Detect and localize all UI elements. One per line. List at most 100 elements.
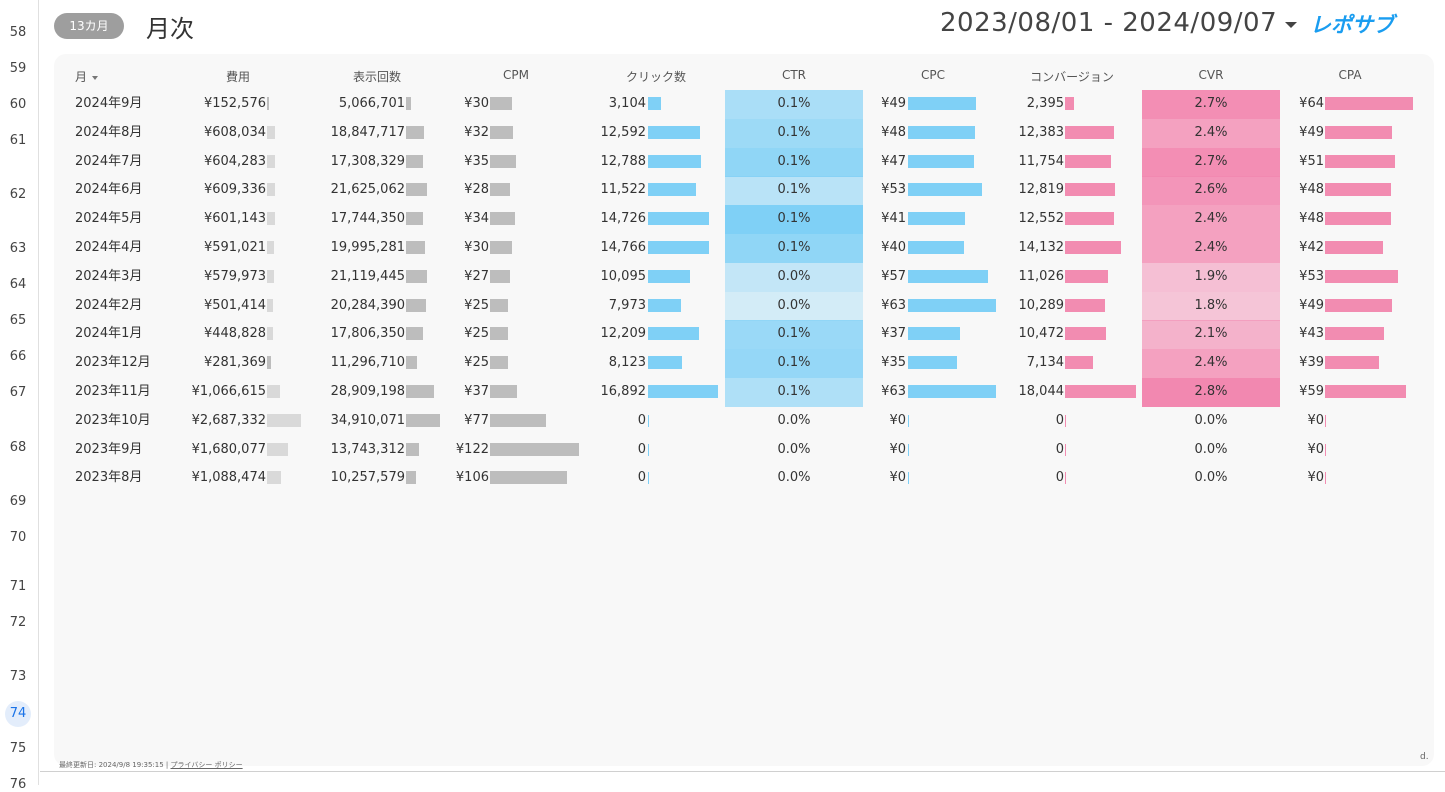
table-row[interactable]: 2023年9月 ¥1,680,077 13,743,312 ¥122 0 0.0% ¥0 0 0…: [54, 436, 1434, 464]
table-row[interactable]: 2024年7月 ¥604,283 17,308,329 ¥35 12,788 0.1% ¥4…: [54, 147, 1434, 177]
table-row[interactable]: 2024年2月 ¥501,414 20,284,390 ¥25 7,973 0.0% ¥63…: [54, 291, 1434, 321]
cpa-bar: [1325, 269, 1398, 283]
impressions-cell: 21,119,445: [330, 268, 405, 284]
impressions-bar: [406, 471, 416, 485]
ctr-cell: 0.1%: [725, 118, 863, 148]
sheet-row-number[interactable]: 59: [9, 61, 27, 76]
month-cell: 2023年9月: [75, 441, 143, 457]
sheet-row-number[interactable]: 61: [9, 133, 27, 148]
footer-separator: |: [165, 761, 169, 769]
cpa-bar: [1325, 183, 1391, 197]
cost-cell: ¥501,414: [203, 297, 266, 313]
conversions-cell: 10,472: [1018, 326, 1065, 342]
cpm-cell: ¥32: [464, 124, 489, 140]
cpm-bar: [490, 356, 509, 370]
column-header-cost[interactable]: 費用: [225, 70, 250, 84]
cvr-cell: 0.0%: [1194, 441, 1228, 457]
ctr-cell: 0.1%: [725, 234, 863, 263]
sheet-row-number[interactable]: 68: [9, 440, 27, 455]
cost-bar: [267, 125, 275, 139]
sheet-row-number[interactable]: 58: [9, 25, 27, 40]
sheet-row-number[interactable]: 74: [5, 701, 31, 727]
column-header-cpm[interactable]: CPM: [503, 68, 529, 82]
sheet-row-number[interactable]: 60: [9, 97, 27, 112]
cpa-bar: [1325, 125, 1393, 139]
cpm-cell: ¥34: [464, 211, 489, 227]
table-row[interactable]: 2024年9月 ¥152,576 5,066,701 ¥30 3,104 0.1% ¥49 2…: [54, 90, 1434, 119]
impressions-cell: 17,308,329: [330, 153, 405, 169]
cpc-bar: [908, 212, 966, 226]
cpa-bar: [1325, 241, 1383, 254]
sheet-row-number[interactable]: 67: [9, 385, 27, 400]
sheet-row-number[interactable]: 72: [9, 615, 27, 630]
table-row[interactable]: 2023年11月 ¥1,066,615 28,909,198 ¥37 16,892 0.1…: [54, 378, 1434, 407]
cost-bar: [267, 471, 281, 485]
table-row[interactable]: 2024年8月 ¥608,034 18,847,717 ¥32 12,592 0.1% ¥4…: [54, 118, 1434, 148]
cpc-bar: [908, 241, 964, 254]
column-header-conversions[interactable]: コンバージョン: [1030, 70, 1114, 84]
month-cell: 2024年3月: [75, 268, 143, 284]
column-header-impressions[interactable]: 表示回数: [352, 70, 401, 84]
sheet-row-number[interactable]: 62: [9, 187, 27, 202]
impressions-bar: [406, 298, 426, 312]
clicks-cell: 12,592: [600, 124, 647, 140]
conversions-cell: 11,026: [1018, 268, 1065, 284]
impressions-cell: 11,296,710: [330, 355, 405, 371]
table-row[interactable]: 2023年8月 ¥1,088,474 10,257,579 ¥106 0 0.0% ¥0 0 0…: [54, 464, 1434, 492]
impressions-bar: [406, 125, 425, 139]
cost-cell: ¥1,066,615: [191, 384, 266, 399]
column-header-month[interactable]: 月: [75, 68, 99, 85]
table-row[interactable]: 2023年12月 ¥281,369 11,296,710 ¥25 8,123 0.1% ¥3…: [54, 349, 1434, 379]
ctr-cell: 0.1%: [725, 176, 863, 206]
conversions-bar: [1065, 298, 1106, 312]
column-header-ctr[interactable]: CTR: [781, 68, 807, 82]
conversions-bar-zero: [1065, 443, 1066, 456]
cpm-cell: ¥27: [464, 268, 489, 284]
cvr-cell: 0.0%: [1194, 470, 1228, 486]
sheet-row-number[interactable]: 66: [9, 349, 27, 364]
column-header-cvr[interactable]: CVR: [1198, 68, 1224, 82]
table-row[interactable]: 2024年3月 ¥579,973 21,119,445 ¥27 10,095 0.0% ¥5…: [54, 262, 1434, 292]
privacy-policy-link[interactable]: プライバシー ポリシー: [170, 761, 243, 769]
table-row[interactable]: 2024年5月 ¥601,143 17,744,350 ¥34 14,726 0.1% ¥4…: [54, 205, 1434, 235]
cpm-bar: [490, 183, 511, 197]
clicks-cell: 0: [637, 441, 646, 457]
sheet-row-number[interactable]: 73: [9, 669, 27, 684]
cpm-cell: ¥28: [464, 182, 489, 198]
table-row[interactable]: 2024年6月 ¥609,336 21,625,062 ¥28 11,522 0.1% ¥5…: [54, 176, 1434, 206]
cpa-cell: ¥48: [1299, 182, 1324, 198]
cpa-cell: ¥42: [1299, 240, 1324, 255]
cpa-bar: [1325, 327, 1385, 341]
impressions-bar: [406, 212, 424, 226]
cpa-cell: ¥49: [1299, 124, 1324, 140]
conversions-cell: 0: [1055, 441, 1064, 457]
clicks-bar: [648, 356, 682, 370]
date-range-picker[interactable]: 2023/08/01 - 2024/09/07: [940, 8, 1278, 38]
sheet-row-number[interactable]: 71: [9, 579, 27, 594]
cost-cell: ¥152,576: [203, 96, 266, 111]
table-row[interactable]: 2024年4月 ¥591,021 19,995,281 ¥30 14,766 0.1% ¥4…: [54, 234, 1434, 263]
sheet-row-number[interactable]: 65: [9, 313, 27, 328]
column-header-clicks[interactable]: クリック数: [625, 70, 686, 84]
month-cell: 2023年11月: [75, 384, 151, 399]
sheet-row-number[interactable]: 63: [9, 241, 27, 256]
cost-bar: [267, 385, 281, 398]
column-header-cpa[interactable]: CPA: [1338, 68, 1362, 82]
cpa-bar-zero: [1325, 472, 1326, 485]
period-badge[interactable]: 13カ月: [54, 13, 124, 39]
chevron-down-icon[interactable]: [1285, 22, 1297, 28]
column-header-cpc[interactable]: CPC: [921, 68, 945, 82]
sheet-row-number[interactable]: 75: [9, 741, 27, 756]
table-row[interactable]: 2023年10月 ¥2,687,332 34,910,071 ¥77 0 0.0% ¥0 0 0…: [54, 407, 1434, 435]
sheet-row-number[interactable]: 69: [9, 494, 27, 509]
ctr-cell: 0.1%: [725, 205, 863, 235]
cpc-cell: ¥53: [881, 182, 906, 198]
sheet-row-number[interactable]: 70: [9, 530, 27, 545]
sheet-row-number[interactable]: 64: [9, 277, 27, 292]
cost-cell: ¥601,143: [203, 211, 266, 227]
cpm-cell: ¥25: [464, 355, 489, 371]
cpa-bar: [1325, 212, 1391, 226]
cpc-cell: ¥0: [889, 412, 906, 428]
table-row[interactable]: 2024年1月 ¥448,828 17,806,350 ¥25 12,209 0.1% ¥3…: [54, 320, 1434, 350]
impressions-bar: [406, 356, 417, 370]
